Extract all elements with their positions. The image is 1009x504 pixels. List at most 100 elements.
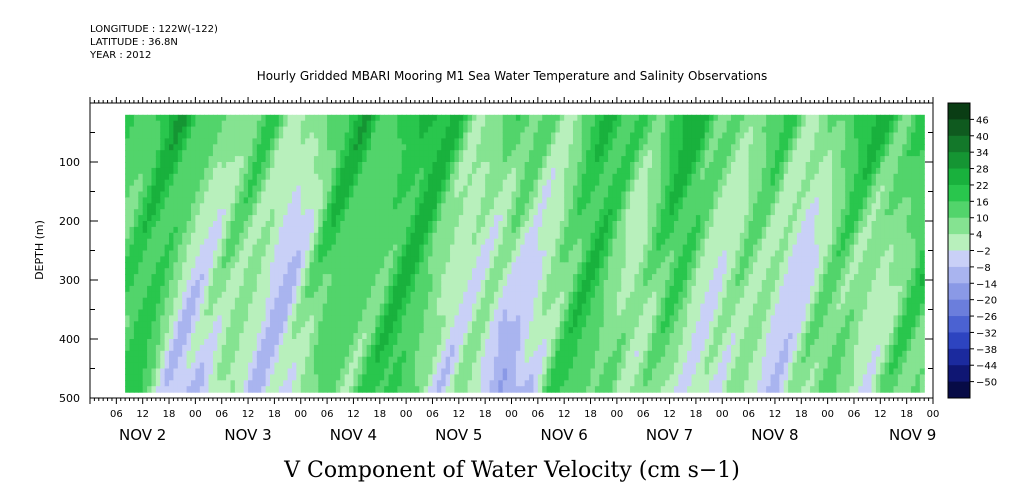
heatmap-cell (349, 380, 355, 387)
heatmap-cell (125, 185, 131, 193)
heatmap-cell (432, 226, 438, 234)
heatmap-cell (195, 215, 201, 222)
heatmap-cell (291, 344, 297, 352)
heatmap-cell (340, 303, 346, 311)
heatmap-cell (515, 339, 521, 346)
heatmap-cell (283, 344, 289, 352)
heatmap-cell (559, 303, 565, 311)
heatmap-cell (476, 309, 482, 316)
heatmap-cell (349, 173, 355, 181)
heatmap-cell (362, 368, 368, 375)
heatmap-cell (441, 315, 447, 322)
heatmap-cell (217, 362, 223, 370)
heatmap-cell (428, 374, 434, 381)
heatmap-cell (142, 114, 148, 122)
heatmap-cell (283, 203, 289, 210)
heatmap-cell (182, 226, 188, 234)
heatmap-cell (252, 197, 258, 204)
heatmap-cell (450, 185, 456, 193)
heatmap-cell (529, 209, 535, 216)
heatmap-cell (195, 350, 201, 358)
heatmap-cell (388, 215, 394, 222)
heatmap-cell (270, 256, 276, 263)
heatmap-cell (379, 238, 385, 246)
heatmap-cell (221, 285, 227, 293)
heatmap-cell (520, 156, 526, 163)
heatmap-cell (155, 150, 161, 157)
heatmap-cell (265, 203, 271, 210)
heatmap-cell (164, 309, 170, 316)
heatmap-cell (296, 179, 302, 187)
heatmap-cell (274, 126, 280, 134)
heatmap-cell (340, 250, 346, 257)
heatmap-cell (239, 179, 245, 187)
heatmap-cell (212, 291, 218, 299)
heatmap-cell (493, 156, 499, 163)
heatmap-cell (265, 179, 271, 187)
heatmap-cell (349, 132, 355, 139)
heatmap-cell (375, 309, 381, 316)
heatmap-cell (349, 333, 355, 340)
heatmap-cell (283, 132, 289, 139)
heatmap-cell (375, 356, 381, 364)
heatmap-cell (511, 350, 517, 358)
heatmap-cell (147, 268, 153, 275)
heatmap-cell (428, 167, 434, 175)
heatmap-cell (270, 173, 276, 181)
heatmap-cell (248, 321, 254, 328)
heatmap-cell (226, 321, 232, 328)
heatmap-cell (313, 138, 319, 145)
heatmap-cell (467, 132, 473, 139)
heatmap-cell (379, 256, 385, 263)
heatmap-cell (414, 179, 420, 187)
heatmap-cell (309, 144, 315, 151)
heatmap-cell (274, 291, 280, 299)
heatmap-cell (564, 215, 570, 222)
heatmap-cell (379, 162, 385, 169)
heatmap-cell (147, 362, 153, 370)
heatmap-cell (234, 191, 240, 198)
heatmap-cell (537, 339, 543, 346)
heatmap-cell (498, 162, 504, 169)
heatmap-cell (151, 197, 157, 204)
heatmap-cell (217, 315, 223, 322)
heatmap-cell (568, 244, 574, 252)
heatmap-cell (313, 150, 319, 157)
heatmap-cell (252, 262, 258, 269)
heatmap-cell (155, 232, 161, 240)
heatmap-cell (212, 221, 218, 228)
heatmap-cell (502, 362, 508, 370)
heatmap-cell (450, 226, 456, 234)
heatmap-cell (230, 232, 236, 240)
heatmap-cell (507, 203, 513, 210)
heatmap-cell (401, 173, 407, 181)
heatmap-cell (322, 221, 328, 228)
heatmap-cell (234, 309, 240, 316)
heatmap-cell (371, 138, 376, 145)
heatmap-cell (212, 162, 218, 169)
heatmap-cell (379, 120, 385, 128)
heatmap-cell (581, 126, 587, 134)
heatmap-cell (559, 268, 565, 275)
heatmap-cell (406, 285, 412, 293)
heatmap-cell (564, 138, 570, 145)
heatmap-cell (436, 132, 442, 139)
heatmap-cell (507, 132, 513, 139)
heatmap-cell (546, 197, 552, 204)
heatmap-cell (419, 238, 425, 246)
heatmap-cell (498, 244, 504, 252)
heatmap-cell (419, 250, 425, 257)
heatmap-cell (507, 309, 513, 316)
heatmap-cell (441, 386, 447, 393)
heatmap-cell (190, 126, 196, 134)
heatmap-cell (138, 344, 144, 352)
heatmap-cell (568, 256, 574, 263)
heatmap-cell (471, 221, 477, 228)
heatmap-cell (147, 303, 153, 311)
heatmap-cell (204, 244, 210, 252)
heatmap-cell (270, 350, 276, 358)
heatmap-cell (353, 150, 359, 157)
heatmap-cell (226, 215, 232, 222)
heatmap-cell (463, 144, 469, 151)
heatmap-cell (318, 238, 324, 246)
